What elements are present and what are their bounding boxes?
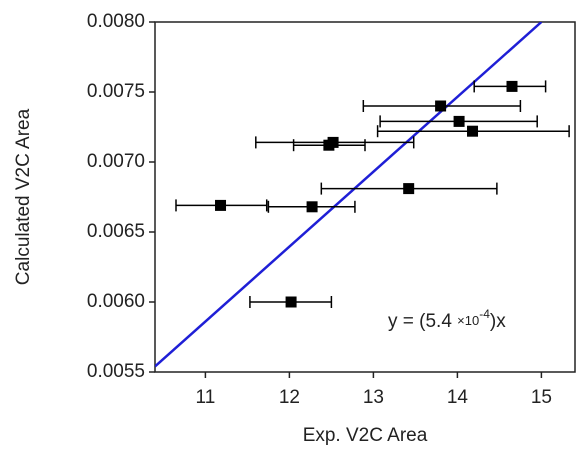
fit-line (155, 22, 543, 368)
point (435, 100, 447, 112)
plot-area (155, 22, 570, 368)
plot-frame (154, 21, 576, 373)
point (285, 296, 297, 308)
y-tick-label: 0.0075 (87, 81, 145, 102)
x-axis-label: Exp. V2C Area (303, 425, 428, 446)
x-tick-label: 12 (279, 387, 300, 408)
annotation: y = (5.4 ×10-4)x (388, 307, 506, 332)
point (323, 139, 335, 151)
annotation-text: )x (490, 311, 506, 332)
annotation-text: ×10 (457, 313, 479, 328)
x-tick-label: 14 (447, 387, 469, 408)
annotation-text: -4 (479, 307, 490, 321)
y-tick-label: 0.0055 (87, 361, 145, 382)
point (467, 125, 479, 137)
point (403, 183, 415, 195)
y-tick-label: 0.0060 (87, 291, 145, 312)
point (306, 201, 318, 213)
y-tick-label: 0.0065 (87, 221, 145, 242)
annotation-text: y = (5.4 (388, 311, 457, 332)
y-tick-label: 0.0070 (87, 151, 145, 172)
x-tick-label: 15 (531, 387, 552, 408)
point (453, 115, 465, 127)
x-tick-label: 13 (363, 387, 384, 408)
x-tick-label: 11 (196, 387, 216, 408)
point (506, 80, 518, 92)
point (215, 199, 227, 211)
y-axis-label: Calculated V2C Area (13, 108, 34, 285)
y-tick-label: 0.0080 (87, 11, 145, 32)
